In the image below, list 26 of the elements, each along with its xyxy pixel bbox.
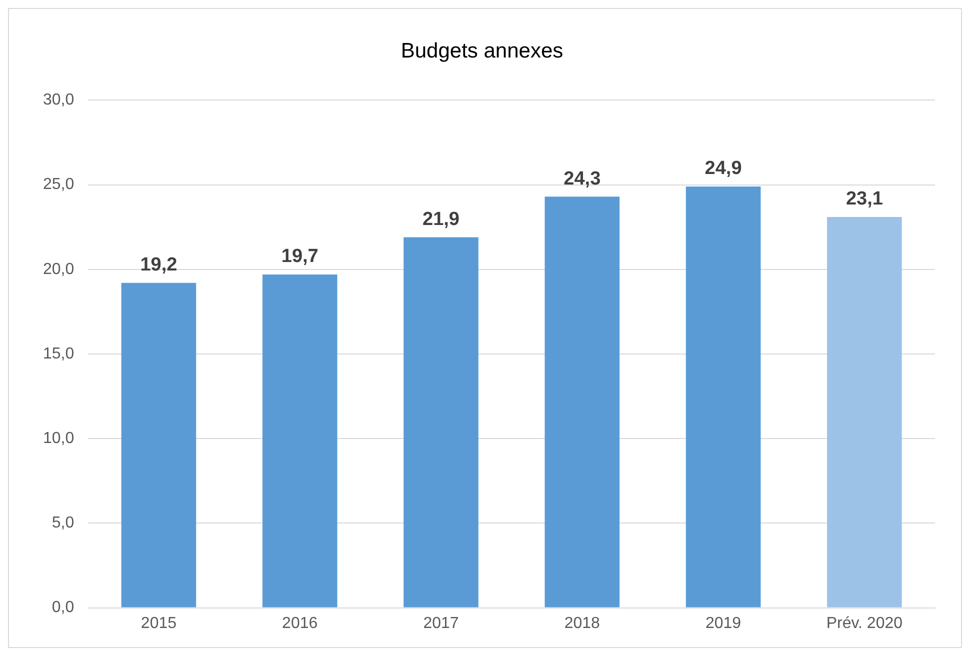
y-tick-label: 10,0 (43, 430, 74, 448)
data-label: 19,7 (281, 246, 318, 268)
y-tick-label: 25,0 (43, 176, 74, 194)
data-label: 21,9 (422, 208, 460, 230)
y-tick-label: 15,0 (43, 345, 74, 362)
y-tick-label: 5,0 (52, 514, 74, 532)
data-label: 24,3 (564, 168, 601, 190)
x-tick-label: 2015 (140, 614, 177, 632)
x-tick-label: 2018 (564, 614, 600, 632)
data-label: 23,1 (846, 188, 884, 210)
bar (121, 282, 196, 608)
bar (404, 237, 478, 608)
y-tick-label: 30,0 (43, 92, 74, 109)
y-tick-label: 20,0 (43, 260, 74, 278)
chart-title: Budgets annexes (400, 39, 564, 62)
y-tick-label: 0,0 (52, 599, 74, 616)
x-tick-label: Prév. 2020 (826, 614, 903, 632)
bar (544, 196, 620, 608)
bar (686, 186, 761, 608)
bar (827, 216, 902, 608)
x-tick-label: 2016 (282, 614, 318, 632)
x-tick-label: 2017 (423, 614, 459, 632)
bar (262, 274, 338, 608)
data-label: 19,2 (140, 254, 178, 276)
x-tick-label: 2019 (705, 614, 742, 632)
data-label: 24,9 (704, 158, 742, 180)
